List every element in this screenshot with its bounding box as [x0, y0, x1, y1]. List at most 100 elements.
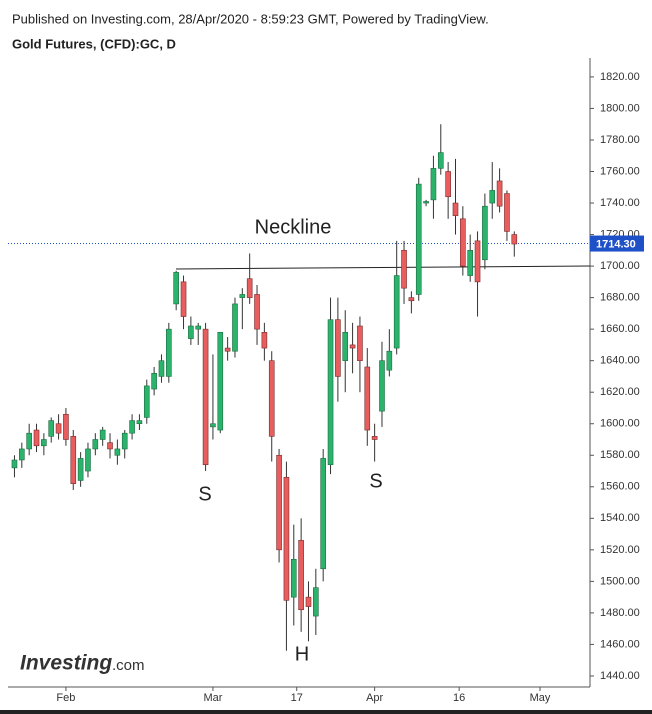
candle-body — [460, 218, 466, 267]
y-tick-label: 1660.00 — [600, 323, 640, 335]
candle-body — [121, 432, 128, 450]
y-tick-label: 1800.00 — [600, 102, 640, 114]
annotation: H — [295, 643, 309, 665]
candle-body — [129, 420, 135, 434]
candle-body — [313, 587, 319, 617]
candle-body — [180, 281, 187, 317]
candle-body — [85, 448, 91, 472]
x-tick-label: Mar — [203, 692, 222, 704]
y-tick-label: 1780.00 — [600, 134, 640, 146]
candle-body — [11, 459, 18, 469]
y-tick-label: 1820.00 — [600, 71, 640, 83]
candle-body — [173, 272, 179, 305]
candle-body — [452, 202, 459, 216]
candle-body — [48, 420, 55, 437]
candle-body — [107, 442, 113, 450]
candle-body — [467, 250, 473, 276]
candle-body — [63, 413, 69, 440]
candle-body — [298, 540, 304, 611]
candle-body — [320, 458, 326, 570]
candle-body — [224, 347, 231, 352]
x-tick-label: 17 — [291, 692, 303, 704]
candle-body — [335, 319, 341, 377]
candle-body — [188, 325, 194, 339]
candle-body — [482, 205, 488, 261]
candle-body — [357, 325, 363, 361]
candle-body — [327, 319, 334, 466]
candle-body — [55, 423, 62, 434]
annotation: S — [369, 470, 382, 492]
logo-suffix: .com — [112, 657, 145, 674]
candle-body — [195, 325, 202, 330]
annotation: S — [198, 483, 211, 505]
candle-body — [151, 372, 157, 390]
annotation: Neckline — [255, 216, 332, 238]
candle-body — [92, 439, 99, 450]
candle-body — [143, 385, 150, 418]
y-tick-label: 1540.00 — [600, 512, 640, 524]
candle-body — [158, 360, 165, 377]
y-tick-label: 1480.00 — [600, 607, 640, 619]
x-tick-label: Feb — [56, 692, 75, 704]
candle-body — [423, 201, 429, 204]
candle-body — [276, 454, 282, 551]
y-tick-label: 1560.00 — [600, 481, 640, 493]
x-tick-label: 16 — [453, 692, 465, 704]
last-price-box — [590, 235, 644, 252]
candle-body — [445, 171, 451, 198]
candle-body — [217, 332, 224, 431]
bottom-bar — [0, 710, 652, 714]
candle-body — [342, 332, 349, 361]
candle-body — [511, 234, 518, 245]
candle-body — [33, 429, 40, 447]
candle-body — [268, 360, 275, 437]
publish-note: Published on Investing.com, 28/Apr/2020 … — [12, 11, 489, 26]
candle-body — [239, 294, 246, 298]
candle-body — [70, 436, 77, 484]
last-price-label: 1714.30 — [596, 238, 636, 250]
candle-body — [283, 477, 290, 601]
candle-body — [379, 360, 385, 412]
candle-body — [41, 439, 47, 447]
x-tick-label: Apr — [366, 692, 383, 704]
candle-body — [114, 448, 121, 456]
y-tick-label: 1700.00 — [600, 260, 640, 272]
x-tick-label: May — [530, 692, 551, 704]
candle-body — [261, 332, 268, 349]
candle-body — [202, 328, 209, 466]
candle-body — [210, 423, 216, 428]
candle-body — [430, 168, 437, 201]
candle-body — [246, 278, 253, 298]
candle-body — [305, 596, 312, 607]
candle-body — [232, 303, 238, 352]
chart-title: Gold Futures, (CFD):GC, D — [12, 36, 176, 51]
candle-body — [415, 183, 422, 295]
y-tick-label: 1680.00 — [600, 292, 640, 304]
y-tick-label: 1580.00 — [600, 449, 640, 461]
candle-body — [393, 275, 400, 349]
y-tick-label: 1460.00 — [600, 638, 640, 650]
candle-body — [166, 328, 172, 377]
candle-body — [26, 432, 32, 450]
y-tick-label: 1740.00 — [600, 197, 640, 209]
neckline — [175, 265, 591, 270]
candle-body — [408, 297, 415, 302]
candle-body — [77, 458, 84, 481]
y-tick-label: 1600.00 — [600, 418, 640, 430]
candle-body — [496, 180, 503, 207]
candle-body — [437, 152, 444, 169]
y-tick-label: 1520.00 — [600, 544, 640, 556]
candle-body — [136, 420, 143, 425]
candle-body — [474, 240, 481, 283]
y-tick-label: 1500.00 — [600, 575, 640, 587]
logo: Investing — [20, 652, 112, 675]
candle-body — [254, 294, 260, 330]
candle-body — [364, 366, 371, 431]
candle-body — [99, 429, 106, 440]
y-tick-label: 1620.00 — [600, 386, 640, 398]
candle-body — [504, 193, 510, 232]
candle-body — [489, 190, 496, 204]
candle-body — [401, 250, 407, 289]
